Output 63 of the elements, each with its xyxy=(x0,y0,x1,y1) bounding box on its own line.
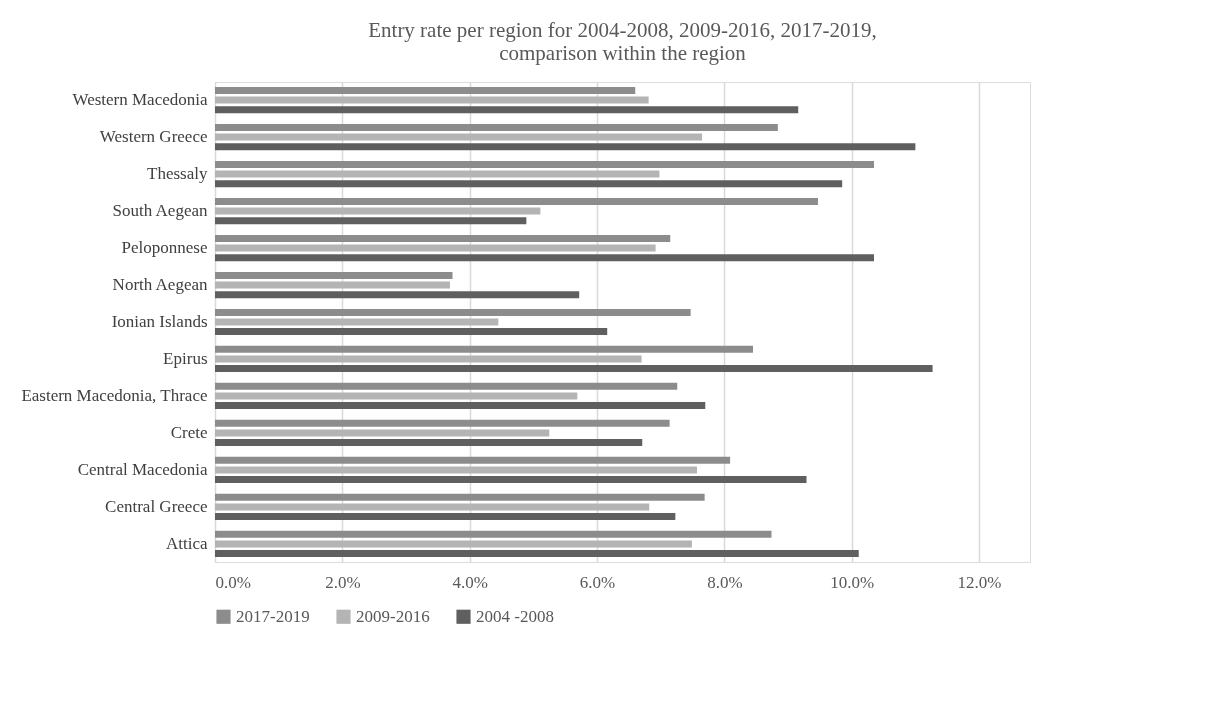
bar xyxy=(215,133,703,141)
bar xyxy=(215,244,656,252)
y-tick-label: Eastern Macedonia, Thrace xyxy=(21,385,208,405)
y-tick-label: Attica xyxy=(165,533,208,553)
y-tick-label: Thessaly xyxy=(147,164,208,184)
legend-label: 2009-2016 xyxy=(356,606,430,626)
bar xyxy=(215,217,527,225)
bar xyxy=(215,355,642,363)
bar xyxy=(215,143,916,151)
bar xyxy=(215,392,578,400)
bar xyxy=(215,123,778,131)
y-tick-label: Peloponnese xyxy=(121,238,208,258)
bar xyxy=(215,493,705,501)
bar xyxy=(215,549,859,557)
y-tick-label: Central Greece xyxy=(105,496,208,516)
x-tick-label: 0.0% xyxy=(215,572,251,592)
y-tick-label: Western Macedonia xyxy=(72,90,208,110)
bar xyxy=(215,234,671,242)
y-tick-label: Western Greece xyxy=(99,127,208,147)
x-tick-label: 8.0% xyxy=(707,572,743,592)
bar xyxy=(215,281,450,289)
bar xyxy=(215,106,799,114)
y-tick-label: Ionian Islands xyxy=(111,312,208,331)
bar xyxy=(215,429,550,437)
bar xyxy=(215,271,453,279)
bar xyxy=(215,530,772,538)
legend-label: 2017-2019 xyxy=(236,606,310,626)
bar xyxy=(215,254,874,262)
x-tick-label: 2.0% xyxy=(325,572,361,592)
y-tick-label: Crete xyxy=(170,422,208,442)
y-tick-label: Central Macedonia xyxy=(77,459,208,479)
bar xyxy=(215,291,580,299)
x-tick-label: 10.0% xyxy=(830,572,875,592)
bar xyxy=(215,87,636,95)
bar xyxy=(215,318,499,326)
bar xyxy=(215,345,754,353)
x-tick-label: 12.0% xyxy=(957,572,1002,592)
bar xyxy=(215,328,608,336)
bar xyxy=(215,96,649,104)
chart-title: Entry rate per region for 2004-2008, 2009-2016, 2017-2019, comparison within the region xyxy=(368,18,877,65)
bar xyxy=(215,476,807,484)
bar xyxy=(215,197,818,205)
bar xyxy=(215,308,691,316)
bar xyxy=(215,382,678,390)
y-tick-label: South Aegean xyxy=(112,201,208,221)
y-tick-label: Epirus xyxy=(163,348,208,368)
bar xyxy=(215,419,670,427)
bar xyxy=(215,466,697,474)
bar xyxy=(215,439,643,447)
bar xyxy=(215,402,706,410)
x-tick-label: 4.0% xyxy=(452,572,488,592)
x-tick-label: 6.0% xyxy=(579,572,616,592)
bar xyxy=(215,456,731,464)
bar xyxy=(215,365,933,373)
legend-label: 2004 -2008 xyxy=(476,606,554,626)
bar xyxy=(215,180,843,188)
bar xyxy=(215,540,692,548)
bar xyxy=(215,503,650,511)
bar xyxy=(215,513,676,521)
bar xyxy=(215,207,541,215)
bar xyxy=(215,160,874,168)
y-tick-label: North Aegean xyxy=(112,275,208,295)
bar xyxy=(215,170,660,178)
